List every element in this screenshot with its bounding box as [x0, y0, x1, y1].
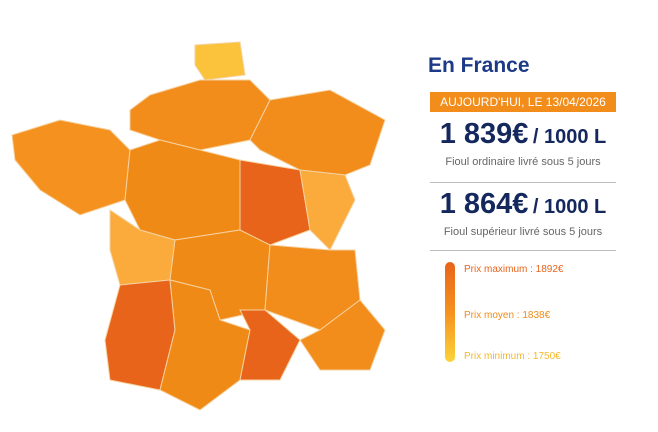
region: [129, 79, 271, 151]
legend-min: Prix minimum : 1750€: [464, 351, 561, 362]
separator: [430, 250, 616, 251]
date-banner: AUJOURD'HUI, LE 13/04/2026: [430, 92, 616, 112]
title: En France: [428, 54, 530, 77]
region: [299, 299, 386, 371]
price: 1 864€ / 1000 L: [430, 188, 616, 221]
region: [239, 309, 301, 381]
price-unit: / 1000 L: [532, 196, 607, 218]
price-amount: 1 839€: [439, 118, 529, 150]
legend-max: Prix maximum : 1892€: [464, 264, 564, 275]
legend-gradient: [445, 262, 455, 362]
region: [124, 139, 241, 241]
price-unit: / 1000 L: [532, 126, 607, 148]
price-description: Fioul supérieur livré sous 5 jours: [443, 226, 603, 238]
region: [299, 169, 356, 251]
region: [239, 159, 311, 246]
price: 1 839€ / 1000 L: [430, 118, 616, 151]
legend-mean: Prix moyen : 1838€: [464, 310, 551, 321]
region: [11, 119, 131, 216]
price-amount: 1 864€: [439, 188, 529, 220]
france-map: [11, 41, 386, 411]
region: [249, 89, 386, 176]
price-description: Fioul ordinaire livré sous 5 jours: [445, 156, 601, 168]
region: [194, 41, 246, 81]
separator: [430, 182, 616, 183]
